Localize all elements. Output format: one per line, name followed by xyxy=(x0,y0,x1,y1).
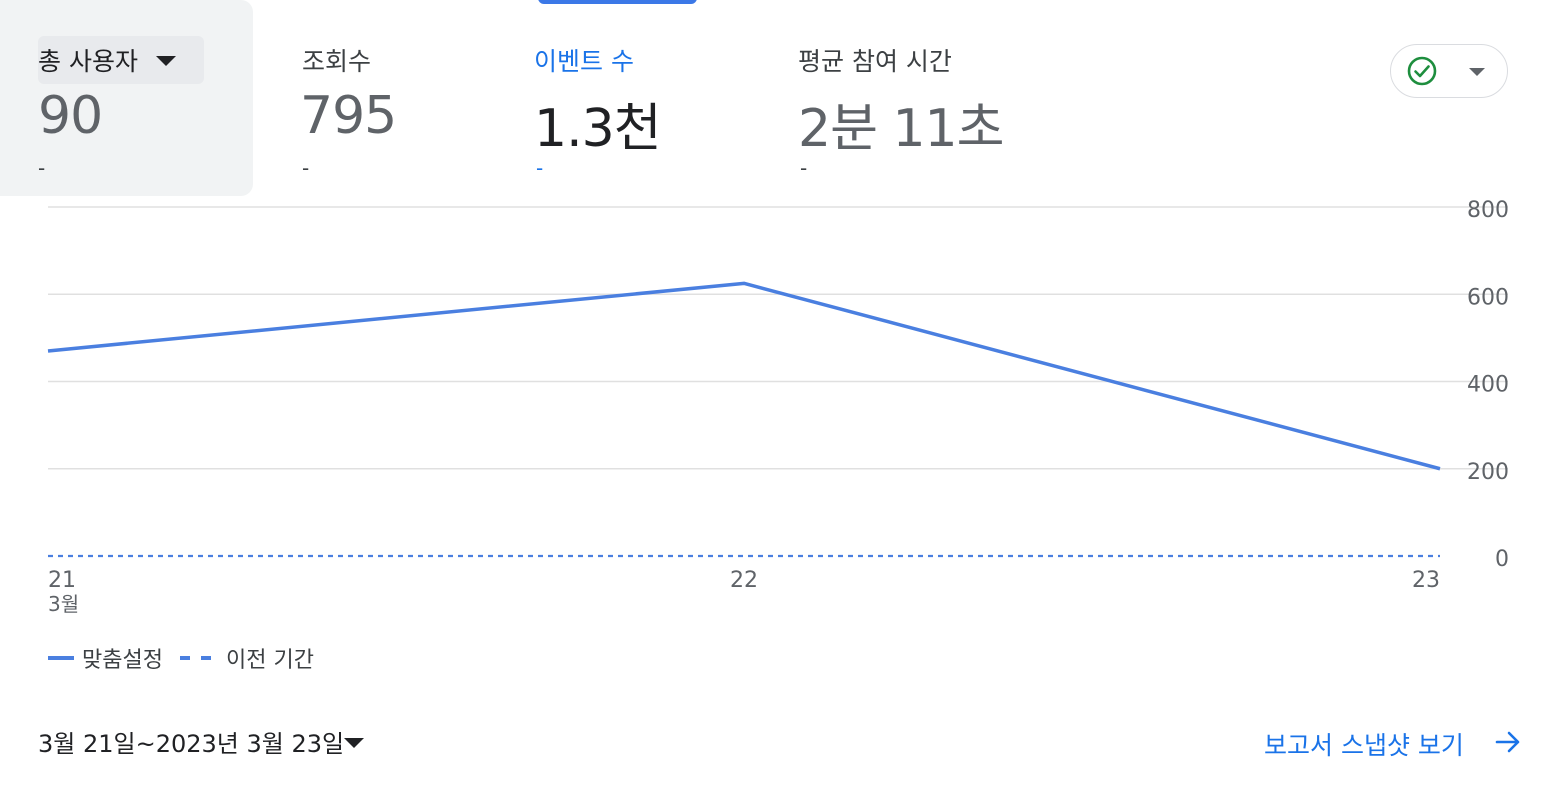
legend-swatch-solid xyxy=(48,656,74,660)
metric-delta-event-count: - xyxy=(536,156,544,180)
metric-card-views[interactable]: 조회수 795 - xyxy=(300,0,500,196)
chart-grid xyxy=(48,206,1508,470)
x-tick-label: 23 xyxy=(1412,568,1440,593)
check-circle-icon xyxy=(1407,56,1437,86)
y-axis-ticks: 800 600 400 200 0 xyxy=(1467,200,1509,572)
metric-delta-views: - xyxy=(302,156,310,180)
y-tick-label: 400 xyxy=(1467,373,1509,398)
chart-series xyxy=(47,281,1441,558)
metric-card-event-count[interactable]: 이벤트 수 1.3천 - xyxy=(534,0,754,196)
y-tick-label: 800 xyxy=(1467,200,1509,223)
caret-down-icon xyxy=(156,56,176,66)
metric-value-event-count: 1.3천 xyxy=(534,99,662,159)
legend-label-previous-period: 이전 기간 xyxy=(226,648,314,673)
date-range-selector[interactable]: 3월 21일~2023년 3월 23일 xyxy=(38,730,345,758)
metric-value-avg-engagement-time: 2분 11초 xyxy=(798,99,1004,159)
metric-delta-total-users: - xyxy=(38,156,46,180)
metric-value-total-users: 90 xyxy=(38,86,103,146)
caret-down-icon xyxy=(1469,68,1485,76)
events-line-chart: 800 600 400 200 0 21 22 23 3월 xyxy=(47,200,1509,616)
metric-title-views: 조회수 xyxy=(302,47,372,76)
metric-title-avg-engagement-time: 평균 참여 시간 xyxy=(798,47,952,76)
y-tick-label: 600 xyxy=(1467,285,1509,310)
x-tick-label: 21 xyxy=(48,568,76,593)
metric-selector-button[interactable]: 총 사용자 xyxy=(38,36,204,84)
y-tick-label: 200 xyxy=(1467,460,1509,485)
series-line-solid xyxy=(47,281,1441,471)
legend-swatch-dashed xyxy=(201,656,211,660)
metric-title-event-count: 이벤트 수 xyxy=(534,47,634,76)
y-tick-label: 0 xyxy=(1495,547,1509,572)
legend-label-custom: 맞춤설정 xyxy=(82,648,163,673)
metric-delta-avg-engagement-time: - xyxy=(800,156,808,180)
x-axis-ticks: 21 22 23 3월 xyxy=(48,568,1440,616)
metric-title-total-users: 총 사용자 xyxy=(38,47,138,76)
legend-swatch-dashed xyxy=(180,656,190,660)
metric-card-total-users[interactable]: 총 사용자 90 - xyxy=(0,0,253,196)
active-metric-indicator xyxy=(538,0,697,4)
caret-down-icon[interactable] xyxy=(344,738,364,748)
view-report-snapshot-link[interactable]: 보고서 스냅샷 보기 xyxy=(1264,731,1464,760)
metric-value-views: 795 xyxy=(300,86,397,146)
metric-card-avg-engagement-time[interactable]: 평균 참여 시간 2분 11초 - xyxy=(798,0,1058,196)
x-month-label: 3월 xyxy=(48,592,79,616)
data-quality-dropdown[interactable] xyxy=(1390,44,1508,98)
x-tick-label: 22 xyxy=(730,568,758,593)
arrow-right-icon[interactable] xyxy=(1494,728,1522,756)
